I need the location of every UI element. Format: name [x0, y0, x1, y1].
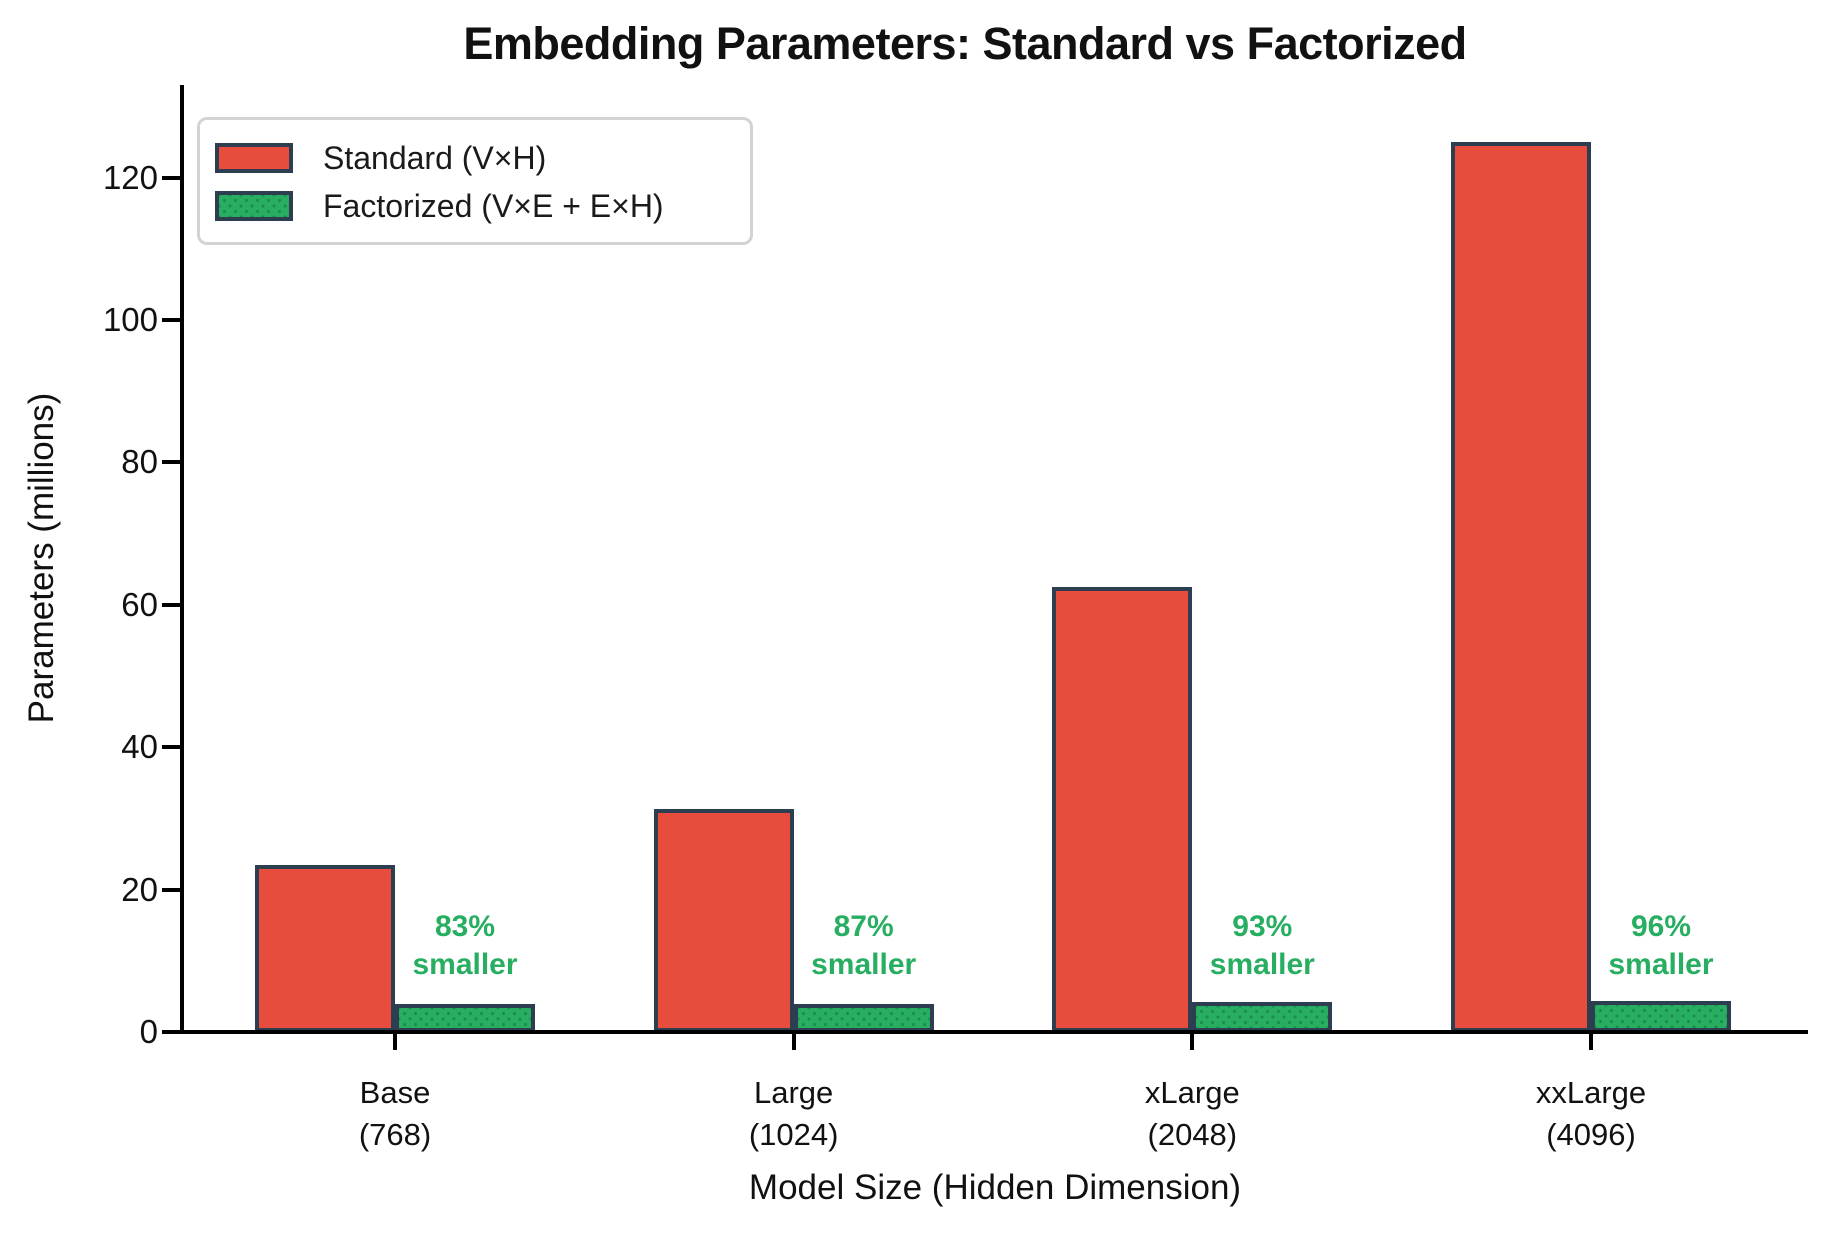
y-tick-mark-80 — [162, 460, 181, 465]
legend-swatch-standard — [215, 143, 293, 173]
bar-factorized-xlarge — [1192, 1002, 1333, 1032]
legend-swatch-factorized — [215, 191, 293, 221]
y-tick-label-40: 40 — [121, 728, 158, 766]
y-tick-mark-0 — [162, 1030, 181, 1034]
y-tick-mark-60 — [162, 602, 181, 607]
y-tick-label-60: 60 — [121, 585, 158, 623]
legend-row-standard: Standard (V×H) — [215, 134, 732, 182]
x-tick-label-xxlarge: xxLarge (4096) — [1535, 1075, 1647, 1152]
y-tick-label-100: 100 — [102, 300, 158, 338]
annotation-xxlarge: 96% smaller — [1608, 910, 1714, 981]
bar-factorized-xxlarge — [1591, 1000, 1731, 1032]
legend-row-factorized: Factorized (V×E + E×H) — [215, 182, 732, 230]
annotation-large: 87% smaller — [811, 910, 917, 981]
annotation-base: 83% smaller — [412, 910, 518, 981]
y-tick-label-0: 0 — [139, 1013, 158, 1050]
y-tick-mark-40 — [162, 745, 181, 750]
x-tick-mark-xxlarge — [1589, 1034, 1593, 1050]
y-tick-mark-100 — [162, 317, 181, 322]
bar-standard-xlarge — [1052, 586, 1193, 1032]
x-tick-mark-xlarge — [1190, 1034, 1195, 1050]
y-tick-label-80: 80 — [121, 443, 158, 481]
bar-standard-large — [653, 809, 794, 1032]
x-tick-mark-base — [393, 1034, 397, 1050]
bar-standard-xxlarge — [1451, 141, 1591, 1032]
y-tick-label-20: 20 — [121, 870, 158, 908]
x-tick-label-base: Base (768) — [358, 1075, 432, 1152]
y-tick-mark-120 — [162, 175, 181, 180]
y-tick-mark-20 — [162, 887, 181, 892]
legend-label-standard: Standard (V×H) — [323, 139, 547, 176]
bar-factorized-large — [793, 1003, 934, 1032]
y-axis-spine — [180, 85, 184, 1034]
bar-factorized-base — [395, 1003, 535, 1032]
x-axis-spine — [180, 1030, 1808, 1034]
bar-standard-base — [255, 865, 395, 1032]
chart-title: Embedding Parameters: Standard vs Factor… — [463, 18, 1467, 69]
x-axis-label: Model Size (Hidden Dimension) — [748, 1168, 1242, 1207]
legend: Standard (V×H) Factorized (V×E + E×H) — [197, 117, 753, 245]
x-tick-label-xlarge: xLarge (2048) — [1144, 1075, 1240, 1152]
legend-label-factorized: Factorized (V×E + E×H) — [323, 187, 664, 224]
annotation-xlarge: 93% smaller — [1209, 910, 1315, 981]
y-tick-label-120: 120 — [102, 158, 158, 196]
x-tick-mark-large — [791, 1034, 796, 1050]
x-tick-label-large: Large (1024) — [748, 1075, 839, 1152]
